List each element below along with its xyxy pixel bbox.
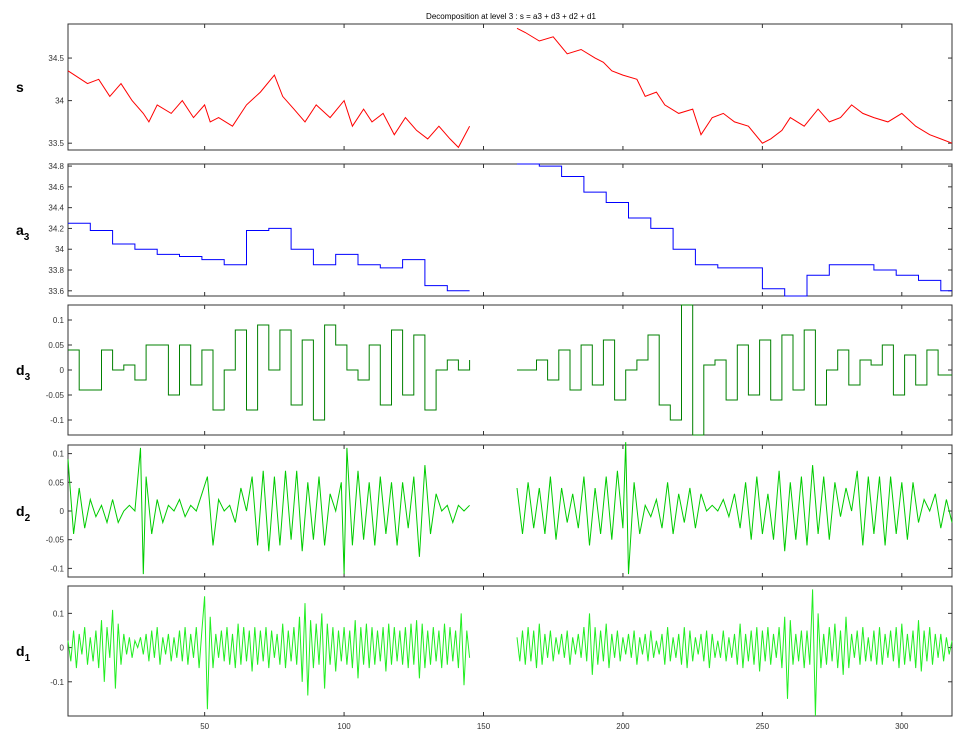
y-tick-label: -0.05 (46, 536, 65, 545)
y-axis-label-base: d (16, 362, 25, 378)
y-tick-label: 0.1 (53, 450, 65, 459)
y-tick-label: 0.05 (48, 341, 64, 350)
y-tick-label: -0.1 (50, 564, 64, 573)
y-tick-label: -0.1 (50, 678, 64, 687)
y-tick-label: 34.6 (48, 183, 64, 192)
y-axis-label-base: d (16, 503, 25, 519)
y-axis-label: s (16, 79, 24, 95)
series-line-a3-segment-1 (68, 222, 470, 292)
y-tick-label: 0.05 (48, 478, 64, 487)
y-axis-label: d3 (16, 362, 31, 383)
y-tick-label: 0.1 (53, 609, 65, 618)
subplot-a3: 33.6 33.8 34 34.2 34.4 34.6 34.8 a3 (16, 162, 953, 297)
series-line-a3-segment-2 (517, 163, 952, 297)
y-axis-label-subscript: 1 (25, 653, 31, 664)
y-tick-label: 33.5 (48, 139, 64, 148)
y-tick-label: 34.4 (48, 204, 64, 213)
y-axis-label-base: d (16, 643, 25, 659)
axes-frame (67, 163, 953, 297)
y-axis-label-subscript: 3 (24, 232, 30, 243)
y-tick-label: 33.6 (48, 287, 64, 296)
y-tick-label: 0.1 (53, 316, 65, 325)
y-tick-label: 34 (55, 97, 64, 106)
y-tick-label: 34 (55, 245, 64, 254)
subplot-d3: -0.1 -0.05 0 0.05 0.1 d3 (16, 304, 953, 436)
x-tick-label: 100 (337, 722, 351, 731)
y-tick-label: 0 (60, 366, 65, 375)
figure-title: Decomposition at level 3 : s = a3 + d3 +… (426, 12, 596, 21)
series-line-d2-segment-1 (67, 447, 470, 575)
y-tick-label: 34.8 (48, 162, 64, 171)
axes-frame (67, 444, 953, 578)
axes-frame (67, 585, 953, 717)
y-axis-label-base: s (16, 79, 24, 95)
series-line-d3-segment-1 (68, 324, 471, 421)
y-tick-label: -0.1 (50, 416, 64, 425)
y-tick-label: 0 (60, 507, 65, 516)
series-line-s-segment-2 (516, 27, 953, 144)
series-line-d1-segment-2 (516, 589, 953, 717)
axes-frame (67, 304, 953, 436)
y-tick-label: 34.5 (48, 54, 64, 63)
y-axis-label: a3 (16, 222, 30, 243)
y-axis-label: d2 (16, 503, 31, 524)
y-axis-label-base: a (16, 222, 24, 238)
y-tick-label: -0.05 (46, 391, 65, 400)
y-axis-label-subscript: 3 (25, 372, 31, 383)
y-tick-label: 34.2 (48, 224, 64, 233)
y-tick-label: 0 (60, 644, 65, 653)
y-axis-label-subscript: 2 (25, 513, 31, 524)
series-line-s-segment-1 (67, 70, 471, 149)
subplot-d2: -0.1 -0.05 0 0.05 0.1 d2 (16, 442, 953, 578)
subplot-d1: -0.1 0 0.1 50 100 150 200 250 300 d1 (16, 585, 953, 731)
series-line-d2-segment-2 (516, 442, 953, 575)
axes-frame (67, 23, 953, 151)
y-tick-label: 33.8 (48, 266, 64, 275)
y-axis-label: d1 (16, 643, 31, 664)
x-tick-label: 50 (200, 722, 209, 731)
x-tick-label: 250 (756, 722, 770, 731)
x-tick-label: 300 (895, 722, 909, 731)
series-line-d1-segment-1 (67, 596, 471, 710)
subplot-s: 33.5 34 34.5 s (16, 23, 953, 151)
subplot-stack: 33.53434.5s33.633.83434.234.434.634.8a3-… (16, 23, 953, 731)
x-tick-label: 150 (477, 722, 491, 731)
x-tick-label: 200 (616, 722, 630, 731)
series-line-d3-segment-2 (517, 304, 952, 436)
